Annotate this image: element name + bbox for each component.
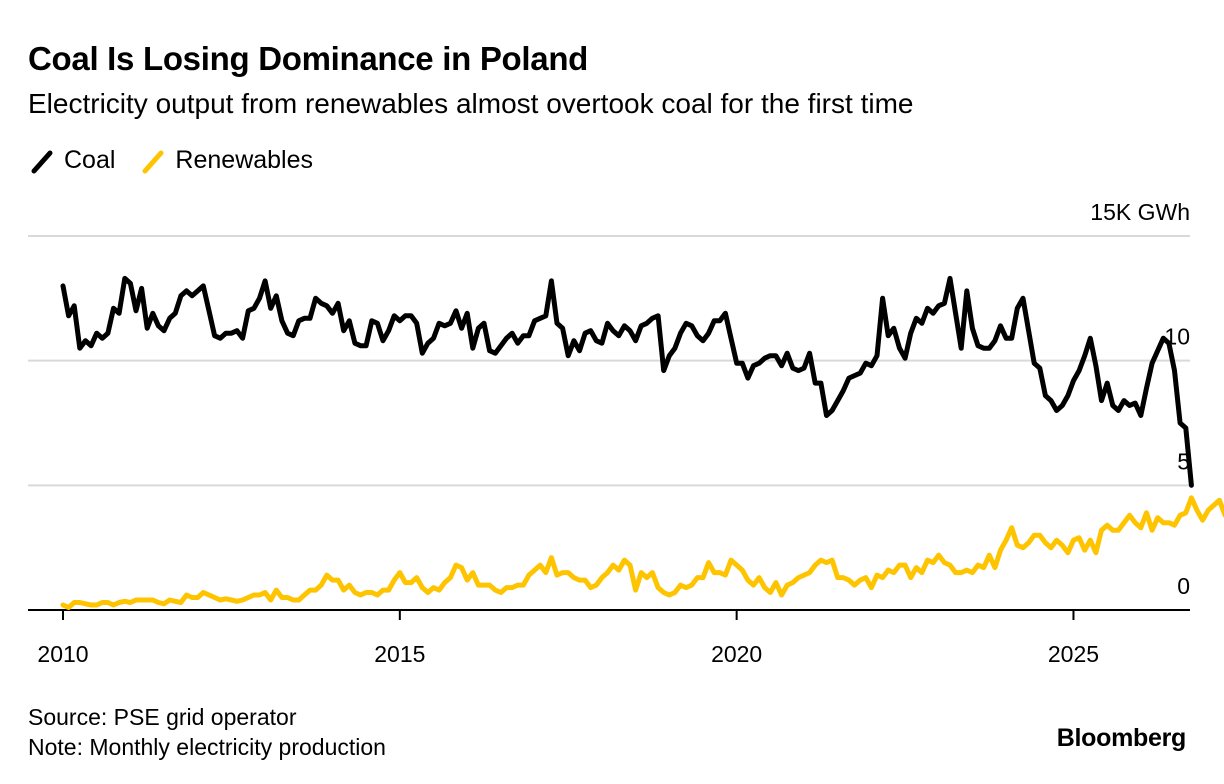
chart-title: Coal Is Losing Dominance in Poland <box>28 40 589 77</box>
source-note: Source: PSE grid operator <box>28 704 297 730</box>
legend-item-coal: Coal <box>28 146 115 175</box>
x-tick-label: 2015 <box>374 641 425 667</box>
x-tick-label: 2010 <box>37 641 88 667</box>
series-line-renewables <box>60 495 1224 610</box>
x-tick-label: 2020 <box>711 641 762 667</box>
legend-item-renewables: Renewables <box>139 146 313 175</box>
legend-swatch-coal <box>31 150 53 173</box>
y-tick-label: 15K GWh <box>1090 199 1190 225</box>
x-tick-label: 2025 <box>1048 641 1099 667</box>
legend: Coal Renewables <box>28 146 337 175</box>
series-line-coal <box>60 275 1194 488</box>
chart-subtitle: Electricity output from renewables almos… <box>28 88 914 119</box>
y-tick-label: 0 <box>1177 573 1190 599</box>
legend-label-coal: Coal <box>64 146 116 174</box>
footer: Source: PSE grid operator Note: Monthly … <box>28 702 386 762</box>
legend-swatch-renewables <box>142 150 164 173</box>
legend-label-renewables: Renewables <box>175 146 314 174</box>
bloomberg-logo: Bloomberg <box>1056 724 1187 752</box>
footnote: Note: Monthly electricity production <box>28 734 386 760</box>
